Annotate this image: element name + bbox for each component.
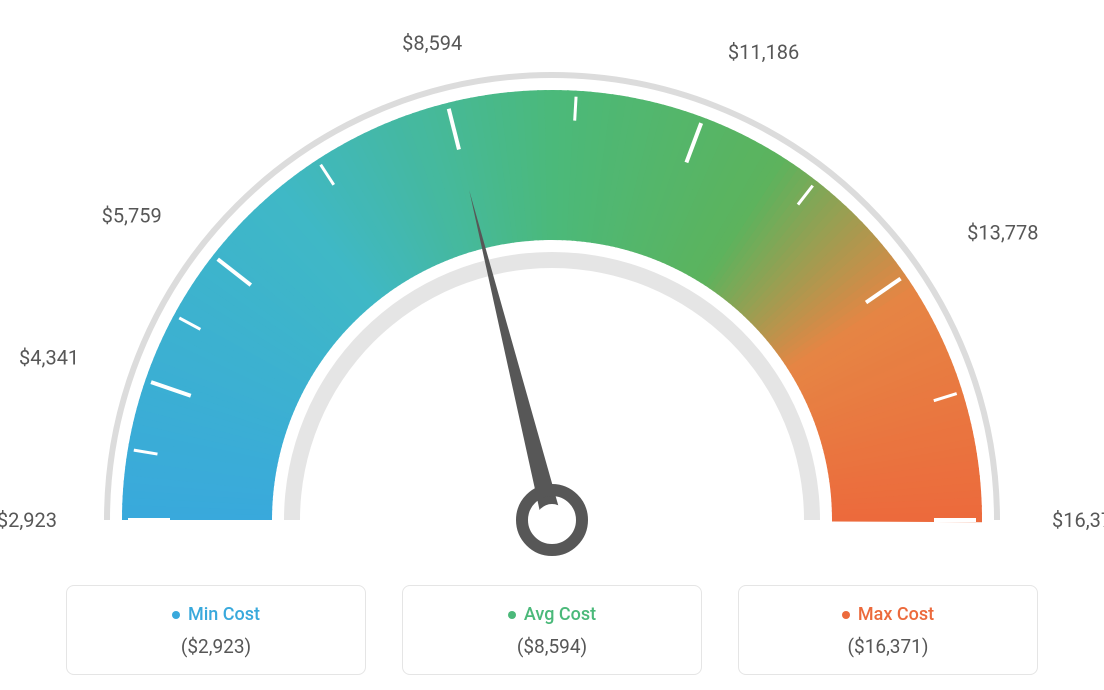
- legend-value: ($2,923): [77, 635, 355, 658]
- scale-label: $8,594: [402, 31, 462, 55]
- legend-box: Avg Cost ($8,594): [402, 585, 702, 675]
- scale-label: $16,371: [1052, 508, 1104, 532]
- legend-value: ($8,594): [413, 635, 691, 658]
- gauge-arc: [122, 90, 982, 522]
- scale-label: $2,923: [0, 508, 57, 532]
- scale-label: $13,778: [967, 220, 1038, 244]
- legend-row: Min Cost ($2,923) Avg Cost ($8,594) Max Cost…: [0, 585, 1104, 675]
- legend-label: Max Cost: [749, 604, 1027, 625]
- legend-label: Min Cost: [77, 604, 355, 625]
- gauge-chart: $2,923 $4,341 $5,759 $8,594 $11,186 $13,778 $1…: [0, 0, 1104, 690]
- legend-box: Max Cost ($16,371): [738, 585, 1038, 675]
- legend-label: Avg Cost: [413, 604, 691, 625]
- legend-box: Min Cost ($2,923): [66, 585, 366, 675]
- scale-label: $4,341: [19, 345, 79, 369]
- legend-label-text: Min Cost: [188, 604, 260, 625]
- legend-value: ($16,371): [749, 635, 1027, 658]
- legend-label-text: Avg Cost: [524, 604, 596, 625]
- legend-dot-icon: [508, 611, 516, 619]
- legend-dot-icon: [172, 611, 180, 619]
- scale-label: $5,759: [102, 204, 162, 228]
- needle-hub-inner: [536, 504, 568, 536]
- legend-label-text: Max Cost: [858, 604, 934, 625]
- legend-dot-icon: [842, 611, 850, 619]
- scale-label: $11,186: [728, 40, 799, 64]
